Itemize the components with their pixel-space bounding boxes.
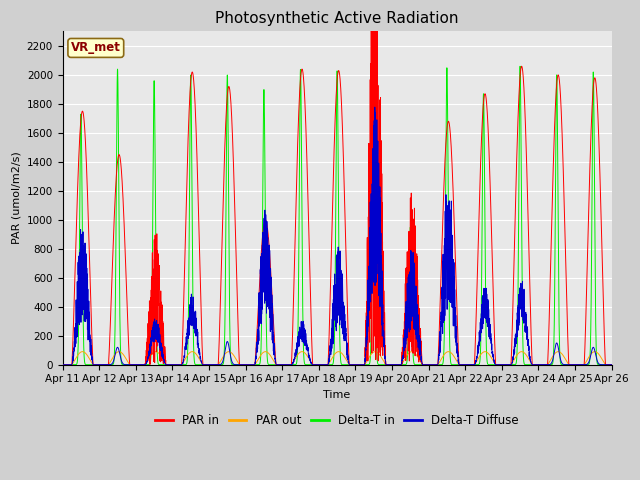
Text: VR_met: VR_met xyxy=(71,41,121,54)
Y-axis label: PAR (umol/m2/s): PAR (umol/m2/s) xyxy=(11,152,21,244)
X-axis label: Time: Time xyxy=(323,390,351,400)
Title: Photosynthetic Active Radiation: Photosynthetic Active Radiation xyxy=(215,11,459,26)
Legend: PAR in, PAR out, Delta-T in, Delta-T Diffuse: PAR in, PAR out, Delta-T in, Delta-T Dif… xyxy=(150,409,524,432)
